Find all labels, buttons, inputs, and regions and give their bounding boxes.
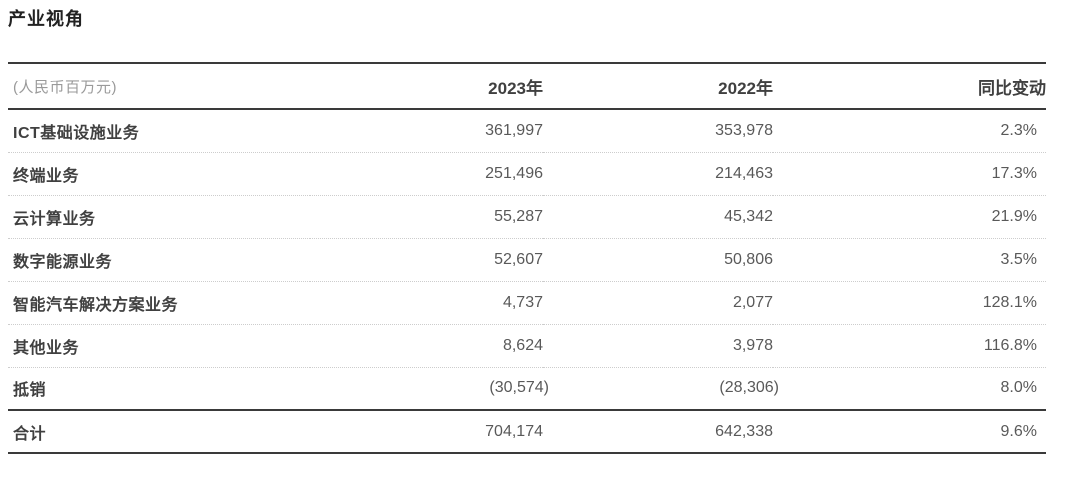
value-yoy-change: 21.9% bbox=[991, 207, 1037, 225]
value-2022: 642,338 bbox=[715, 422, 773, 440]
value-2022: 353,978 bbox=[715, 121, 773, 139]
value-2022: 2,077 bbox=[732, 293, 773, 311]
page-title: 产业视角 bbox=[8, 9, 84, 29]
value-2023: 4,737 bbox=[502, 293, 543, 311]
segment-revenue-table: (人民币百万元) 2023年 2022年 同比变动 ICT基础设施业务 361,9… bbox=[8, 62, 1046, 454]
value-2023: 52,607 bbox=[494, 250, 543, 268]
value-2022: 50,806 bbox=[724, 250, 773, 268]
currency-unit-label: (人民币百万元) bbox=[13, 78, 117, 96]
value-yoy-change: 128.1% bbox=[982, 293, 1037, 311]
value-2022: 45,342 bbox=[724, 207, 773, 225]
value-2023: 251,496 bbox=[485, 164, 543, 182]
segment-label: 云计算业务 bbox=[13, 210, 96, 228]
value-2022: (28,306) bbox=[543, 367, 779, 410]
value-yoy-change: 9.6% bbox=[1000, 422, 1037, 440]
table-row: 数字能源业务 52,607 50,806 3.5% bbox=[8, 238, 1046, 281]
negative-value: (28,306) bbox=[719, 379, 779, 397]
value-2022: 214,463 bbox=[715, 164, 773, 182]
table-row: ICT基础设施业务 361,997 353,978 2.3% bbox=[8, 109, 1046, 152]
value-2023: 55,287 bbox=[494, 207, 543, 225]
table-row: 抵销 (30,574) (28,306) 8.0% bbox=[8, 367, 1046, 410]
value-2023: (30,574) bbox=[310, 367, 549, 410]
segment-label: 数字能源业务 bbox=[13, 253, 113, 271]
value-yoy-change: 3.5% bbox=[1000, 250, 1037, 268]
segment-label: 终端业务 bbox=[13, 167, 80, 185]
value-2023: 361,997 bbox=[485, 121, 543, 139]
negative-value: (30,574) bbox=[489, 379, 549, 397]
value-yoy-change: 17.3% bbox=[991, 164, 1037, 182]
segment-label: 合计 bbox=[13, 425, 47, 443]
value-yoy-change: 116.8% bbox=[983, 336, 1037, 354]
value-2023: 704,174 bbox=[485, 422, 543, 440]
value-2022: 3,978 bbox=[732, 336, 773, 354]
segment-label: 其他业务 bbox=[13, 339, 80, 357]
table-row: 智能汽车解决方案业务 4,737 2,077 128.1% bbox=[8, 281, 1046, 324]
segment-label: 抵销 bbox=[13, 382, 47, 400]
table-header-row: (人民币百万元) 2023年 2022年 同比变动 bbox=[8, 63, 1046, 109]
table-row: 终端业务 251,496 214,463 17.3% bbox=[8, 152, 1046, 195]
column-header-2022: 2022年 bbox=[718, 78, 773, 98]
table-row: 云计算业务 55,287 45,342 21.9% bbox=[8, 195, 1046, 238]
segment-label: ICT基础设施业务 bbox=[13, 124, 140, 142]
segment-label: 智能汽车解决方案业务 bbox=[13, 296, 179, 314]
column-header-2023: 2023年 bbox=[488, 78, 543, 98]
value-2023: 8,624 bbox=[502, 336, 543, 354]
value-yoy-change: 8.0% bbox=[1000, 379, 1037, 397]
table-row: 其他业务 8,624 3,978 116.8% bbox=[8, 324, 1046, 367]
table-row-total: 合计 704,174 642,338 9.6% bbox=[8, 410, 1046, 453]
column-header-yoy-change: 同比变动 bbox=[978, 78, 1046, 98]
value-yoy-change: 2.3% bbox=[1000, 121, 1037, 139]
